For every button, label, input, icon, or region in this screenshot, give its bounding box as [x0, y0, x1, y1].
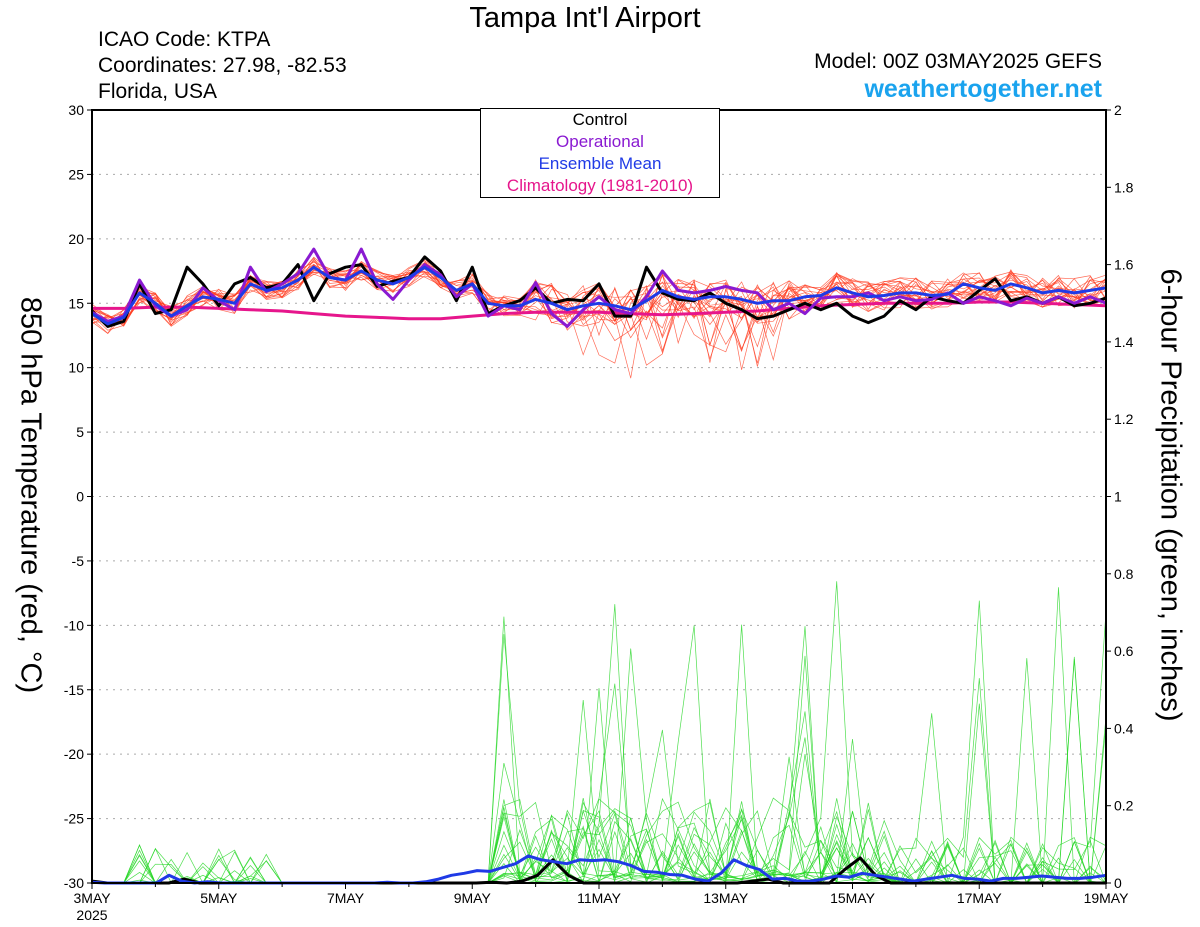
legend-control: Control: [572, 110, 628, 129]
climatology-1981-2010-temp-line: [92, 300, 1107, 321]
y2-tick-label: 0.2: [1114, 798, 1134, 814]
y2-tick-label: 1.2: [1114, 411, 1134, 427]
coordinates-label: Coordinates: 27.98, -82.53: [98, 54, 347, 77]
x-tick-label: 3MAY: [73, 890, 111, 906]
axis-ticks: 302520151050-5-10-15-20-25-3021.81.61.41…: [64, 102, 1134, 923]
y-tick-label: -30: [64, 875, 84, 891]
x-tick-label: 9MAY: [454, 890, 492, 906]
x-tick-label: 5MAY: [200, 890, 238, 906]
y-axis-left-label: 850 hPa Temperature (red, °C): [14, 296, 47, 694]
legend: Control Operational Ensemble Mean Climat…: [480, 108, 720, 198]
precip-member-line: [92, 648, 1107, 884]
y-tick-label: -5: [72, 553, 85, 569]
temp-member-line: [91, 264, 1107, 352]
y-tick-label: 0: [76, 489, 84, 505]
y2-tick-label: 1.6: [1114, 257, 1134, 273]
ensemble-mean-temp-line: [91, 265, 1107, 326]
y-tick-label: 30: [68, 102, 84, 118]
icao-code-label: ICAO Code: KTPA: [98, 28, 271, 51]
x-tick-label: 11MAY: [577, 890, 621, 906]
x-tick-label: 17MAY: [957, 890, 1003, 906]
y2-tick-label: 2: [1114, 102, 1122, 118]
grid-lines: [92, 173, 1106, 820]
temp-member-line: [91, 259, 1107, 354]
precip-member-line: [92, 581, 1107, 884]
y-tick-label: 20: [68, 231, 84, 247]
temp-member-line: [91, 264, 1107, 364]
y2-tick-label: 0.8: [1114, 566, 1134, 582]
precip-member-line: [92, 688, 1106, 884]
y2-tick-label: 1: [1114, 489, 1122, 505]
y2-tick-label: 0.4: [1114, 720, 1134, 736]
y-tick-label: -10: [64, 617, 84, 633]
legend-climatology: Climatology (1981-2010): [506, 176, 694, 195]
series-lines: [90, 247, 1107, 885]
legend-ensemble-mean: Ensemble Mean: [538, 154, 662, 173]
precip-member-line: [92, 587, 1107, 884]
x-tick-label: 19MAY: [1084, 890, 1130, 906]
y-tick-label: 10: [68, 360, 84, 376]
y2-tick-label: 1.8: [1114, 179, 1134, 195]
y2-tick-label: 0: [1114, 875, 1122, 891]
precip-member-line: [92, 699, 1106, 884]
x-tick-label: 15MAY: [830, 890, 876, 906]
y-tick-label: 5: [76, 424, 84, 440]
y-tick-label: -25: [64, 811, 84, 827]
site-link[interactable]: weathertogether.net: [864, 75, 1102, 103]
precip-member-line: [92, 611, 1107, 884]
y-tick-label: -20: [64, 746, 84, 762]
x-tick-label: 13MAY: [703, 890, 749, 906]
model-label: Model: 00Z 03MAY2025 GEFS: [814, 50, 1102, 73]
x-tick-label: 7MAY: [327, 890, 365, 906]
chart-title: Tampa Int'l Airport: [469, 2, 701, 34]
precip-member-line: [92, 683, 1106, 884]
operational-temp-line: [91, 247, 1107, 328]
region-label: Florida, USA: [98, 80, 218, 103]
y-axis-right-label: 6-hour Precipitation (green, inches): [1154, 268, 1187, 722]
legend-operational: Operational: [556, 132, 644, 151]
y-tick-label: -15: [64, 682, 84, 698]
y2-tick-label: 1.4: [1114, 334, 1134, 350]
x-year-label: 2025: [76, 907, 107, 923]
y-tick-label: 25: [68, 166, 84, 182]
ensemble-members: [91, 256, 1107, 885]
y2-tick-label: 0.6: [1114, 643, 1134, 659]
y-tick-label: 15: [68, 295, 84, 311]
